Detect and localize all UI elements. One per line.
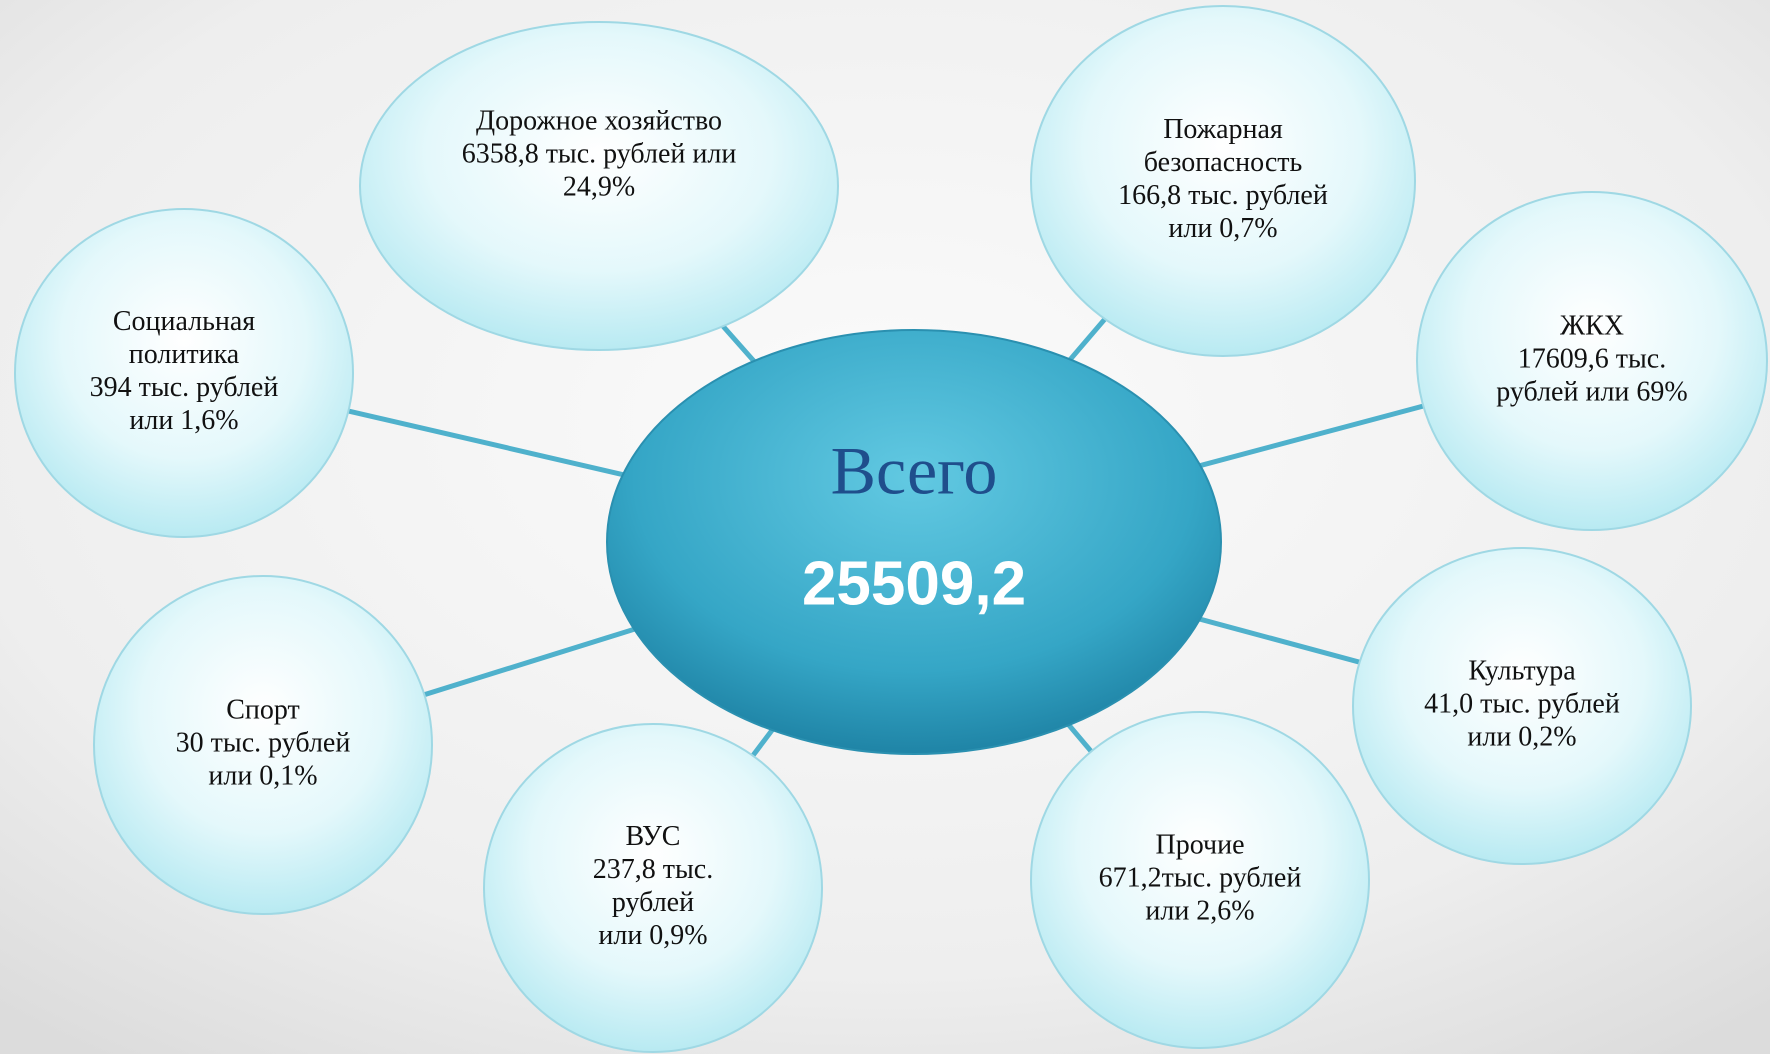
node-text: или 0,1%: [208, 760, 317, 791]
node-text: или 0,2%: [1467, 721, 1576, 752]
node-text: ЖКХ: [1560, 310, 1624, 341]
node-text: или 2,6%: [1145, 895, 1254, 926]
node-text: ВУС: [626, 821, 681, 852]
node-text: 17609,6 тыс.: [1518, 343, 1666, 374]
node-text: 6358,8 тыс. рублей или: [462, 138, 737, 169]
diagram: Дорожное хозяйство6358,8 тыс. рублей или…: [0, 0, 1770, 1054]
node-text: политика: [129, 339, 240, 370]
center-value: 25509,2: [802, 549, 1026, 618]
node-text: или 0,7%: [1168, 213, 1277, 244]
node-text: рублей: [612, 887, 694, 918]
node-text: Спорт: [226, 694, 300, 725]
node-text: 166,8 тыс. рублей: [1118, 180, 1328, 211]
node-text: 24,9%: [563, 171, 635, 202]
node-text: Социальная: [113, 306, 255, 337]
node-text: 671,2тыс. рублей: [1099, 862, 1302, 893]
node-text: или 1,6%: [129, 405, 238, 436]
node-text: 237,8 тыс.: [593, 854, 713, 885]
center-bubble: [607, 330, 1221, 754]
node-text: 394 тыс. рублей: [90, 372, 279, 403]
page: Дорожное хозяйство6358,8 тыс. рублей или…: [0, 0, 1770, 1054]
node-text: Дорожное хозяйство: [476, 105, 722, 136]
center-title: Всего: [831, 433, 998, 509]
node-text: рублей или 69%: [1496, 376, 1687, 407]
node-text: 41,0 тыс. рублей: [1424, 688, 1620, 719]
node-text: Прочие: [1156, 829, 1245, 860]
node-text: или 0,9%: [598, 920, 707, 951]
node-text: 30 тыс. рублей: [176, 727, 351, 758]
node-text: Пожарная: [1163, 114, 1283, 145]
node-text: безопасность: [1144, 147, 1303, 178]
node-text: Культура: [1468, 655, 1576, 686]
